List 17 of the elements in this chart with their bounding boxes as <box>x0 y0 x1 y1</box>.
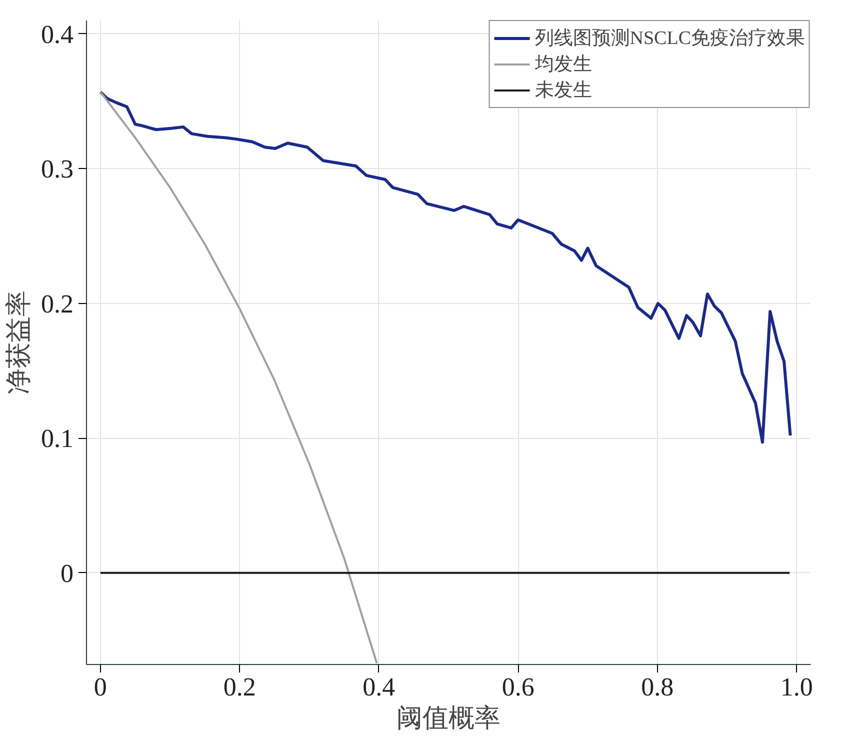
legend-label: 列线图预测NSCLC免疫治疗效果 <box>534 27 805 51</box>
x-axis-title: 阈值概率 <box>396 704 500 732</box>
legend-label: 未发生 <box>534 79 592 103</box>
y-tick-label: 0 <box>60 558 74 588</box>
legend-label: 均发生 <box>534 53 592 77</box>
y-tick-label: 0.3 <box>41 154 74 184</box>
x-tick-label: 0.4 <box>362 672 396 702</box>
x-tick-label: 0.8 <box>641 672 674 702</box>
x-tick-label: 0.6 <box>502 672 534 702</box>
x-tick-label: 1.0 <box>780 672 813 702</box>
x-tick-label: 0.2 <box>223 672 256 702</box>
y-tick-label: 0.1 <box>41 424 74 454</box>
line-series <box>99 90 378 664</box>
y-tick-label: 0.2 <box>41 289 74 318</box>
x-tick-label: 0 <box>94 672 107 702</box>
y-tick-label: 0.4 <box>41 20 74 49</box>
y-axis-title: 净获益率 <box>4 290 33 394</box>
